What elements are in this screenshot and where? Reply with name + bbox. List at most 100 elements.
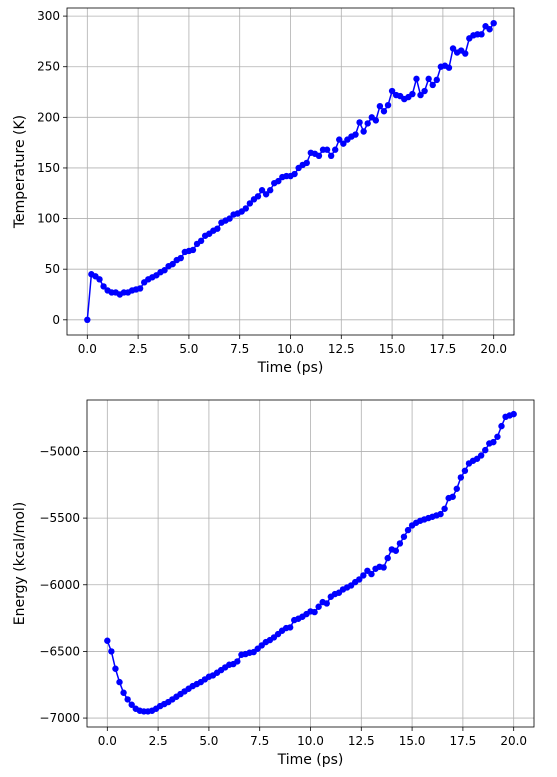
temperature-data-point	[478, 31, 485, 38]
energy-data-point	[400, 533, 408, 540]
energy-x-tick-label: 2.5	[149, 734, 168, 748]
energy-data-point	[104, 637, 111, 644]
energy-x-tick-label: 12.5	[348, 734, 375, 748]
energy-data-point	[311, 608, 318, 616]
temperature-data-point	[340, 140, 347, 147]
temperature-y-tick-label: 250	[37, 60, 60, 74]
energy-x-tick-label: 0.0	[98, 734, 117, 748]
temperature-data-point	[462, 50, 469, 57]
temperature-panel: 0.0 2.5 5.0 7.5 10.0 12.5 15.0 17.5 20.0 0 50 100 15…	[12, 7, 515, 376]
energy-data-point	[380, 564, 387, 571]
temperature-data-point	[421, 87, 428, 95]
energy-data-point	[116, 678, 123, 686]
temperature-data-point	[384, 101, 392, 109]
energy-data-point	[315, 603, 322, 610]
temperature-data-point	[275, 177, 282, 185]
temperature-data-point	[226, 215, 233, 222]
temperature-data-point	[169, 260, 176, 268]
energy-data-point	[494, 433, 501, 440]
energy-y-axis-label: Energy (kcal/mol)	[12, 502, 28, 625]
energy-x-tick-label: 15.0	[399, 734, 426, 748]
temperature-data-point	[490, 19, 497, 27]
temperature-data-point	[197, 237, 205, 245]
energy-data-point	[437, 510, 444, 518]
energy-y-tick-label: −6000	[39, 578, 80, 592]
temperature-data-point	[177, 254, 184, 262]
energy-data-point	[120, 689, 127, 696]
energy-data-point	[392, 547, 400, 554]
temperature-data-point	[429, 81, 436, 89]
temperature-y-axis-label: Temperature (K)	[12, 115, 28, 229]
temperature-data-point	[413, 75, 420, 83]
energy-y-tick-label: −6500	[39, 644, 80, 658]
energy-data-point	[384, 554, 391, 562]
energy-data-point	[286, 624, 294, 631]
temperature-data-point	[388, 87, 396, 95]
temperature-data-point	[417, 91, 424, 99]
energy-data-point	[404, 526, 412, 534]
energy-y-tick-label: −5500	[39, 511, 80, 525]
energy-x-tick-label: 5.0	[199, 734, 218, 748]
energy-data-point	[461, 467, 469, 474]
temperature-y-tick-label: 300	[37, 9, 60, 23]
temperature-data-point	[372, 117, 380, 124]
temperature-data-point	[409, 90, 416, 98]
temperature-y-tick-label: 200	[37, 110, 60, 124]
temperature-x-tick-label: 17.5	[430, 342, 457, 356]
temperature-data-point	[214, 225, 221, 232]
temperature-y-tick-label: 0	[52, 313, 60, 327]
temperature-data-point	[96, 276, 103, 283]
temperature-x-axis-label: Time (ps)	[257, 360, 324, 376]
energy-panel: 0.0 2.5 5.0 7.5 10.0 12.5 15.0 17.5 20.0 −7000 −65…	[12, 399, 535, 768]
temperature-y-tick-label: 150	[37, 161, 60, 175]
energy-data-point	[453, 485, 460, 492]
temperature-x-tick-label: 5.0	[179, 342, 198, 356]
temperature-data-point	[486, 26, 493, 33]
temperature-data-point	[327, 152, 335, 160]
temperature-data-point	[266, 187, 274, 194]
energy-data-point	[482, 446, 489, 454]
energy-data-point	[124, 696, 131, 703]
temperature-data-point	[242, 205, 249, 212]
energy-x-tick-label: 7.5	[250, 734, 269, 748]
energy-data-point	[396, 540, 404, 547]
temperature-x-tick-label: 0.0	[78, 342, 97, 356]
energy-data-point	[490, 438, 497, 446]
temperature-data-point	[136, 285, 144, 292]
energy-data-point	[108, 648, 115, 655]
temperature-data-point	[445, 64, 453, 71]
temperature-x-tick-label: 15.0	[379, 342, 406, 356]
energy-data-point	[510, 410, 517, 418]
temperature-data-point	[336, 136, 343, 143]
temperature-x-tick-label: 2.5	[129, 342, 148, 356]
temperature-data-point	[332, 146, 339, 153]
temperature-y-tick-label: 50	[45, 262, 60, 276]
energy-x-tick-label: 10.0	[297, 734, 324, 748]
energy-data-point	[498, 422, 505, 430]
temperature-x-tick-label: 20.0	[480, 342, 507, 356]
energy-data-point	[449, 493, 456, 500]
temperature-x-tick-label: 12.5	[328, 342, 355, 356]
energy-data-point	[112, 665, 119, 672]
energy-data-point	[441, 505, 448, 512]
energy-data-point	[356, 576, 363, 583]
temperature-data-point	[376, 103, 384, 110]
energy-x-tick-label: 17.5	[450, 734, 477, 748]
energy-x-tick-label: 20.0	[500, 734, 527, 748]
energy-data-point	[128, 701, 135, 708]
temperature-y-tick-label: 100	[37, 212, 60, 226]
energy-data-point	[234, 658, 241, 665]
temperature-data-point	[100, 283, 107, 290]
temperature-data-point	[323, 146, 331, 153]
temperature-data-point	[425, 75, 432, 83]
temperature-data-point	[352, 131, 359, 138]
temperature-data-point	[449, 45, 457, 52]
temperature-data-point	[433, 76, 440, 84]
temperature-data-point	[161, 267, 168, 274]
energy-x-axis-label: Time (ps)	[277, 752, 344, 768]
temperature-data-point	[258, 187, 266, 194]
energy-y-tick-label: −7000	[39, 711, 80, 725]
temperature-data-point	[364, 120, 371, 127]
energy-data-point	[323, 600, 330, 607]
